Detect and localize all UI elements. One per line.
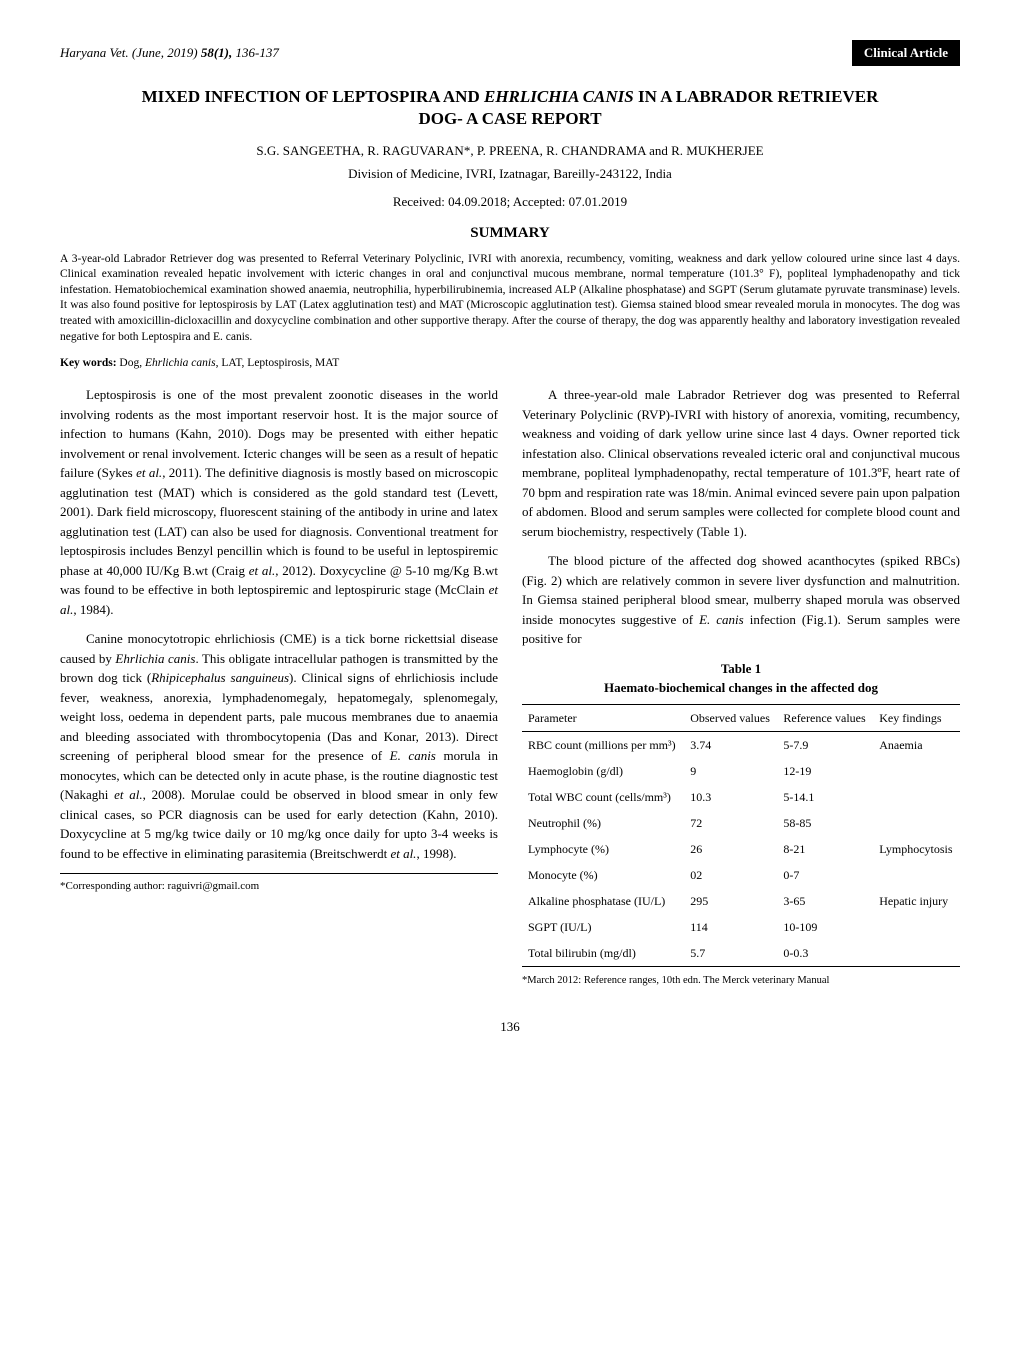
journal-issue: (June, 2019) (132, 45, 198, 60)
summary-body: A 3-year-old Labrador Retriever dog was … (60, 253, 960, 343)
table-row: Lymphocyte (%)268-21Lymphocytosis (522, 836, 960, 862)
table-col-3: Key findings (873, 704, 960, 731)
journal-name: Haryana Vet. (60, 45, 129, 60)
table-cell (873, 758, 960, 784)
table-row: Total WBC count (cells/mm³)10.35-14.1 (522, 784, 960, 810)
table-cell: Alkaline phosphatase (IU/L) (522, 888, 684, 914)
biochemical-table: Parameter Observed values Reference valu… (522, 704, 960, 967)
keywords-label: Key words: (60, 357, 117, 369)
authors: S.G. SANGEETHA, R. RAGUVARAN*, P. PREENA… (60, 142, 960, 160)
table-cell: 10.3 (684, 784, 777, 810)
page-number: 136 (60, 1018, 960, 1036)
journal-info: Haryana Vet. (June, 2019) 58(1), 136-137 (60, 44, 279, 62)
table-cell: 5.7 (684, 940, 777, 967)
table-header-row: Parameter Observed values Reference valu… (522, 704, 960, 731)
table-row: RBC count (millions per mm³)3.745-7.9Ana… (522, 731, 960, 758)
table-cell: Total WBC count (cells/mm³) (522, 784, 684, 810)
table-row: Total bilirubin (mg/dl)5.70-0.3 (522, 940, 960, 967)
table-cell: 8-21 (777, 836, 873, 862)
table-row: Haemoglobin (g/dl)912-19 (522, 758, 960, 784)
table-cell (873, 784, 960, 810)
table-col-2: Reference values (777, 704, 873, 731)
table-cell: 295 (684, 888, 777, 914)
table-row: SGPT (IU/L)11410-109 (522, 914, 960, 940)
table-cell: 0-0.3 (777, 940, 873, 967)
table-cell: 3-65 (777, 888, 873, 914)
left-para-2: Canine monocytotropic ehrlichiosis (CME)… (60, 629, 498, 863)
journal-volume: 58(1), (201, 45, 232, 60)
title-text-1: MIXED INFECTION OF LEPTOSPIRA AND (142, 87, 484, 106)
summary-italic: E. canis (213, 331, 249, 343)
table-cell (873, 914, 960, 940)
table-cell (873, 810, 960, 836)
table-number: Table 1 (522, 659, 960, 679)
right-para-1: A three-year-old male Labrador Retriever… (522, 385, 960, 541)
table-cell: 5-14.1 (777, 784, 873, 810)
summary-text: A 3-year-old Labrador Retriever dog was … (60, 252, 960, 345)
table-cell: 9 (684, 758, 777, 784)
table-cell: Haemoglobin (g/dl) (522, 758, 684, 784)
table-col-1: Observed values (684, 704, 777, 731)
table-cell (873, 940, 960, 967)
right-para-2: The blood picture of the affected dog sh… (522, 551, 960, 649)
title-line2: DOG- A CASE REPORT (418, 109, 601, 128)
keywords: Key words: Dog, Ehrlichia canis, LAT, Le… (60, 355, 960, 371)
title-text-end: IN A LABRADOR RETRIEVER (634, 87, 879, 106)
table-cell: Monocyte (%) (522, 862, 684, 888)
left-para-1: Leptospirosis is one of the most prevale… (60, 385, 498, 619)
table-row: Alkaline phosphatase (IU/L)2953-65Hepati… (522, 888, 960, 914)
table-cell: RBC count (millions per mm³) (522, 731, 684, 758)
table-cell: 114 (684, 914, 777, 940)
table-cell: Anaemia (873, 731, 960, 758)
article-title: MIXED INFECTION OF LEPTOSPIRA AND EHRLIC… (60, 86, 960, 130)
left-column: Leptospirosis is one of the most prevale… (60, 385, 498, 998)
keywords-italic: Ehrlichia canis (145, 357, 216, 369)
table-cell: 5-7.9 (777, 731, 873, 758)
table-row: Neutrophil (%)7258-85 (522, 810, 960, 836)
summary-heading: SUMMARY (60, 223, 960, 244)
table-cell: 3.74 (684, 731, 777, 758)
table-cell: Lymphocyte (%) (522, 836, 684, 862)
article-type-badge: Clinical Article (852, 40, 960, 66)
table-cell: Total bilirubin (mg/dl) (522, 940, 684, 967)
table-col-0: Parameter (522, 704, 684, 731)
table-cell: 26 (684, 836, 777, 862)
table-cell (873, 862, 960, 888)
table-footnote: *March 2012: Reference ranges, 10th edn.… (522, 973, 960, 989)
table-cell: 02 (684, 862, 777, 888)
received-dates: Received: 04.09.2018; Accepted: 07.01.20… (60, 193, 960, 211)
affiliation: Division of Medicine, IVRI, Izatnagar, B… (60, 165, 960, 183)
journal-pages: 136-137 (235, 45, 278, 60)
keywords-text-end: , LAT, Leptospirosis, MAT (216, 357, 340, 369)
right-column: A three-year-old male Labrador Retriever… (522, 385, 960, 998)
title-italic: EHRLICHIA CANIS (484, 87, 634, 106)
summary-end: . (249, 331, 252, 343)
table-cell: Lymphocytosis (873, 836, 960, 862)
table-cell: 58-85 (777, 810, 873, 836)
table-cell: 12-19 (777, 758, 873, 784)
table-cell: 0-7 (777, 862, 873, 888)
keywords-text: Dog, (117, 357, 145, 369)
table-cell: 10-109 (777, 914, 873, 940)
table-cell: Hepatic injury (873, 888, 960, 914)
two-column-body: Leptospirosis is one of the most prevale… (60, 385, 960, 998)
table-row: Monocyte (%)020-7 (522, 862, 960, 888)
table-caption: Haemato-biochemical changes in the affec… (522, 678, 960, 698)
header-row: Haryana Vet. (June, 2019) 58(1), 136-137… (60, 40, 960, 66)
table-cell: Neutrophil (%) (522, 810, 684, 836)
table-cell: SGPT (IU/L) (522, 914, 684, 940)
table-cell: 72 (684, 810, 777, 836)
corresponding-author-footnote: *Corresponding author: raguivri@gmail.co… (60, 873, 498, 895)
